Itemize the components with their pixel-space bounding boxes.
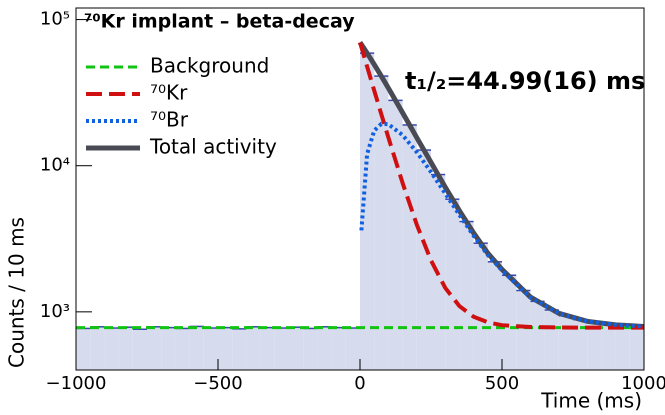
x-tick-label: −500 <box>193 373 242 394</box>
series-line <box>358 41 644 330</box>
y-tick-label: 10⁴ <box>40 155 70 176</box>
histogram-bar <box>516 290 531 370</box>
plot-area <box>76 41 645 371</box>
histogram-bar <box>558 315 573 370</box>
histogram-bar <box>203 328 218 370</box>
series-line <box>357 41 645 329</box>
histogram-bar <box>502 275 517 370</box>
histogram-bar <box>374 76 389 370</box>
histogram-bar <box>161 327 176 370</box>
histogram-bar <box>218 327 233 370</box>
histogram-bar <box>274 328 289 370</box>
histogram-bar <box>104 328 119 370</box>
y-tick-label: 10⁵ <box>40 9 70 30</box>
histogram-bar <box>90 326 105 370</box>
x-tick-label: −1000 <box>46 373 107 394</box>
histogram-bar <box>175 328 190 370</box>
histogram-bar <box>303 328 318 370</box>
histogram-bar <box>189 326 204 370</box>
histogram-bar <box>246 326 261 370</box>
legend-label: ⁷⁰Br <box>150 108 189 132</box>
histogram-bar <box>388 100 403 370</box>
histogram-bar <box>445 199 460 370</box>
series-line <box>359 121 645 329</box>
histogram-bar <box>416 150 431 370</box>
histogram-bar <box>331 327 346 370</box>
histogram-bar <box>132 329 147 370</box>
histogram-bar <box>459 221 474 370</box>
histogram-bar <box>601 324 616 370</box>
histogram-bar <box>345 328 360 370</box>
y-axis-label: Counts / 10 ms <box>5 217 29 368</box>
histogram-bar <box>615 325 630 370</box>
histogram-bar <box>317 326 332 370</box>
x-tick-label: 0 <box>354 373 365 394</box>
y-tick-label: 10³ <box>40 301 70 322</box>
annotation: t₁/₂=44.99(16) ms <box>405 67 645 95</box>
x-axis-label: Time (ms) <box>540 389 642 413</box>
histogram-bar <box>76 328 91 370</box>
legend-label: ⁷⁰Kr <box>150 81 188 105</box>
histogram-bar <box>544 309 559 370</box>
histogram-bar <box>260 327 275 370</box>
histogram-bar <box>573 319 588 370</box>
histogram-bar <box>232 328 247 370</box>
chart-title: ⁷⁰Kr implant – beta-decay <box>84 11 355 33</box>
x-tick-label: 1000 <box>621 373 665 394</box>
histogram-bar <box>530 301 545 370</box>
histogram-bar <box>487 261 502 370</box>
histogram-bar <box>118 327 133 370</box>
histogram-bar <box>629 326 644 370</box>
histogram-bar <box>289 327 304 370</box>
x-tick-label: 500 <box>485 373 519 394</box>
histogram-bar <box>473 243 488 370</box>
legend-label: Total activity <box>149 135 277 159</box>
histogram-bar <box>360 53 375 371</box>
legend-label: Background <box>150 54 269 78</box>
histogram-bar <box>587 322 602 370</box>
histogram-bar <box>147 326 162 370</box>
histogram-bar <box>402 124 417 370</box>
